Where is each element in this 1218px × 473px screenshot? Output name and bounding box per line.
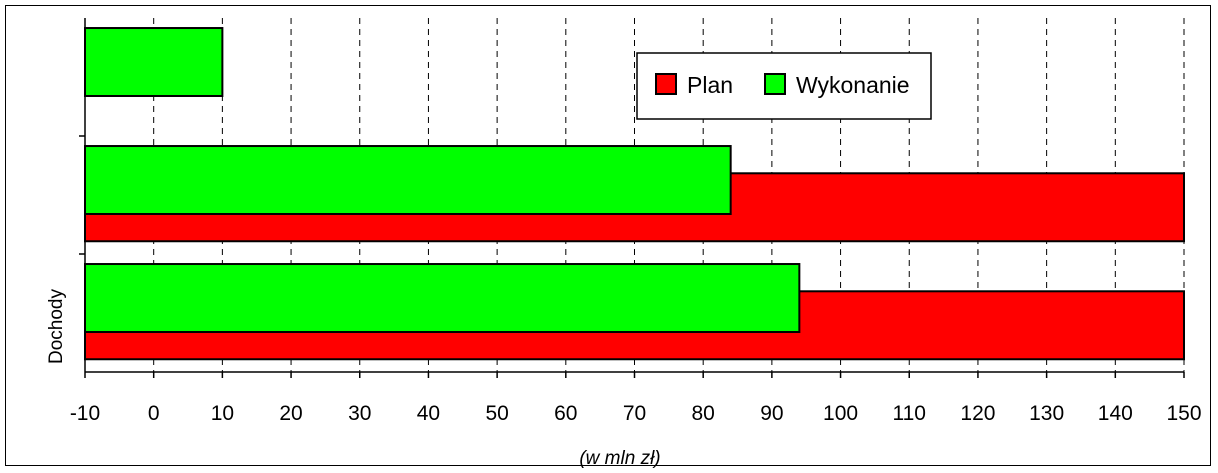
category-label: Dochody (46, 289, 67, 364)
x-tick-label: 10 (211, 402, 234, 425)
x-axis-title: (w mln zł) (579, 448, 660, 469)
chart-frame (5, 5, 1211, 466)
x-tick-label: 50 (485, 402, 508, 425)
bar-wykonanie (84, 27, 224, 97)
x-tick-label: 40 (417, 402, 440, 425)
x-tick-label: 0 (148, 402, 160, 425)
x-tick-label: 100 (823, 402, 858, 425)
legend-swatch (764, 73, 786, 95)
x-tick-label: 130 (1029, 402, 1064, 425)
x-tick-label: 110 (893, 402, 926, 425)
x-tick-labels: -10 0 10 20 30 40 50 60 70 80 90 100 110 120 130 140 150 (70, 402, 1202, 425)
category-labels: Dochody (46, 289, 67, 364)
x-tick-label: 60 (554, 402, 577, 425)
x-tick-label: 150 (1166, 402, 1201, 425)
x-tick-label: 20 (279, 402, 302, 425)
x-tick-label: 140 (1098, 402, 1133, 425)
bars (84, 27, 1185, 361)
legend: Plan Wykonanie (636, 52, 932, 120)
x-tick-label: -10 (70, 402, 100, 425)
legend-swatch (655, 73, 677, 95)
bar-wykonanie (84, 145, 732, 215)
x-tick-label: 90 (760, 402, 783, 425)
x-tick-label: 70 (623, 402, 646, 425)
x-tick-label: 120 (960, 402, 995, 425)
legend-label: Plan (687, 72, 733, 98)
bar-wykonanie (84, 263, 801, 333)
legend-label: Wykonanie (796, 72, 910, 98)
x-tick-label: 80 (692, 402, 715, 425)
x-tick-label: 30 (348, 402, 371, 425)
axes (84, 18, 1184, 373)
